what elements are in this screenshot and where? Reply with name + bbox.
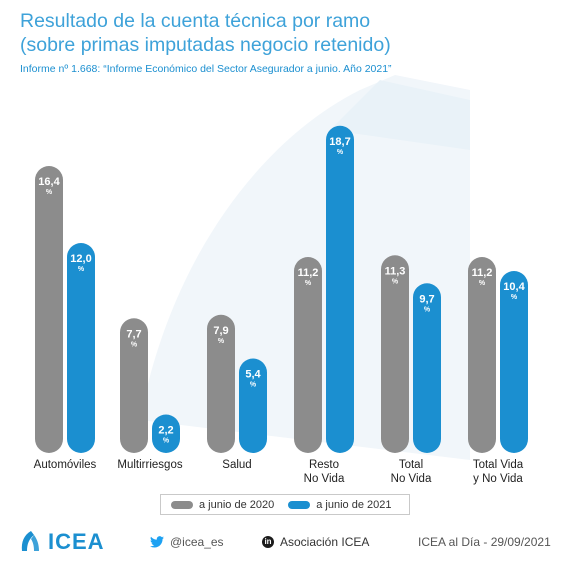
legend-item-2020: a junio de 2020 [171,499,274,511]
chart-title-line2: (sobre primas imputadas negocio retenido… [20,34,391,56]
linkedin-link[interactable]: in Asociación ICEA [262,522,369,562]
twitter-icon [150,536,164,548]
unit-label-2020-3: % [305,280,312,287]
chart-title-line1: Resultado de la cuenta técnica por ramo [20,10,371,32]
category-label-1-0: Multirriesgos [117,459,182,471]
category-label-4-1: No Vida [391,473,432,485]
legend-item-2021: a junio de 2021 [288,499,391,511]
value-label-2020-0: 16,4 [38,176,60,188]
unit-label-2020-2: % [218,338,225,345]
icea-logo[interactable]: ICEA [18,522,105,562]
unit-label-2021-2: % [250,382,257,389]
linkedin-icon: in [262,536,274,548]
value-label-2021-5: 10,4 [503,281,525,293]
bar-2021-5 [500,271,528,453]
value-label-2020-2: 7,9 [213,325,228,337]
bar-2020-4 [381,255,409,453]
value-label-2020-5: 11,2 [472,267,493,279]
bar-2020-3 [294,257,322,453]
publication-date: ICEA al Día - 29/09/2021 [418,535,551,549]
legend-label-2020: a junio de 2020 [199,498,275,511]
bar-2021-1 [152,414,180,453]
category-label-4-0: Total [399,459,423,471]
bar-2020-2 [207,314,235,453]
category-label-3-1: No Vida [304,473,345,485]
unit-label-2020-0: % [46,189,53,196]
value-label-2020-3: 11,2 [298,267,319,279]
legend-swatch-2021 [288,500,311,509]
icea-logo-icon [21,531,39,551]
unit-label-2021-4: % [424,306,431,313]
unit-label-2021-0: % [78,266,85,273]
bar-chart: 16,4%12,0%Automóviles7,7%2,2%Multirriesg… [34,125,528,485]
unit-label-2020-4: % [392,278,399,285]
bar-2021-4 [413,283,441,453]
category-label-2-0: Salud [222,459,251,471]
value-label-2021-4: 9,7 [419,293,434,305]
unit-label-2021-5: % [511,294,518,301]
bar-2021-0 [67,243,95,453]
category-label-5-0: Total Vida [473,459,524,471]
logo-text: ICEA [48,529,105,554]
value-label-2020-1: 7,7 [126,328,141,340]
value-label-2021-2: 5,4 [245,369,261,381]
value-label-2021-0: 12,0 [70,253,91,265]
bar-2020-0 [35,166,63,453]
unit-label-2020-5: % [479,280,486,287]
legend-swatch-2020 [171,500,193,509]
bar-2021-3 [326,125,354,453]
legend-label-2021: a junio de 2021 [316,498,392,511]
bar-2020-5 [468,257,496,453]
twitter-handle: @icea_es [170,535,224,549]
unit-label-2021-3: % [337,149,344,156]
chart-subtitle: Informe nº 1.668: “Informe Económico del… [20,63,392,75]
value-label-2020-4: 11,3 [385,265,406,277]
unit-label-2020-1: % [131,341,138,348]
category-label-0-0: Automóviles [34,459,97,471]
unit-label-2021-1: % [163,438,170,445]
value-label-2021-3: 18,7 [329,136,350,148]
value-label-2021-1: 2,2 [158,425,173,437]
category-label-3-0: Resto [309,459,339,471]
linkedin-name: Asociación ICEA [280,535,370,549]
bar-2020-1 [120,318,148,453]
category-label-5-1: y No Vida [473,473,523,485]
bar-2021-2 [239,358,267,453]
twitter-link[interactable]: @icea_es [150,522,224,562]
chart-legend: a junio de 2020 a junio de 2021 [160,494,410,515]
